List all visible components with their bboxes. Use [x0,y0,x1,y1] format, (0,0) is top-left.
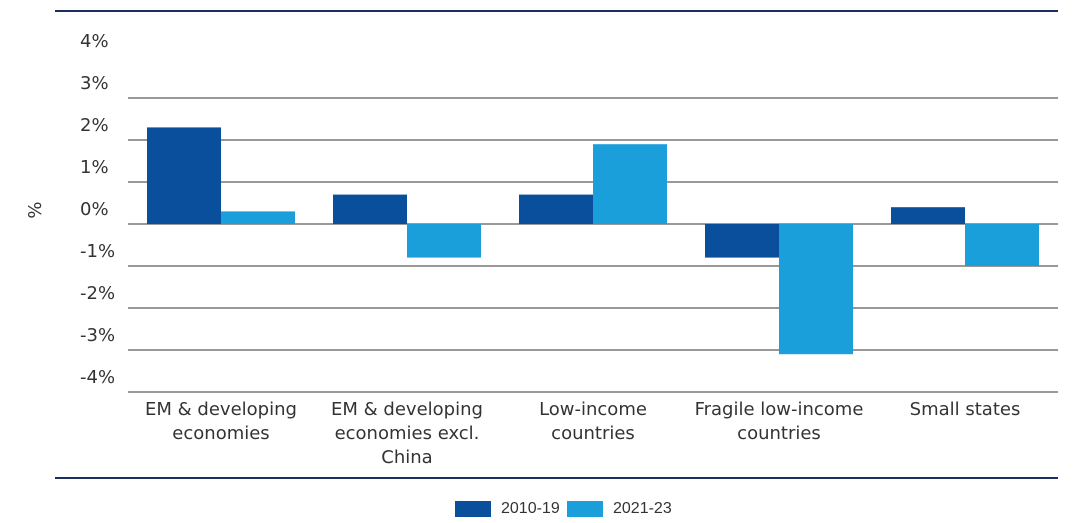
x-tick-label: Low-income countries [539,399,647,444]
y-tick-label: -3% [80,325,115,346]
y-tick-label: 3% [80,73,109,94]
y-tick-label: -4% [80,367,115,388]
x-tick-label: EM & developing economies excl. China [331,399,483,468]
bar [705,224,779,258]
bar [147,127,221,224]
y-tick-label: -1% [80,241,115,262]
bar [221,211,295,224]
bar [407,224,481,258]
legend-swatch [455,501,491,517]
bar [965,224,1039,266]
legend-label: 2021-23 [613,500,672,517]
bar [593,144,667,224]
y-tick-label: 2% [80,115,109,136]
x-tick-label: EM & developing economies [145,399,297,444]
y-tick-label: 4% [80,31,109,52]
x-tick-label: Small states [909,399,1021,420]
y-tick-label: 1% [80,157,109,178]
legend-item: 2021-23 [567,500,672,518]
y-tick-label: -2% [80,283,115,304]
y-axis-label: % [25,201,46,218]
legend-item: 2010-19 [455,500,560,518]
bar [779,224,853,355]
bar [333,194,407,224]
y-tick-label: 0% [80,199,109,220]
bar [519,194,593,224]
legend-label: 2010-19 [501,500,560,517]
bar [891,207,965,224]
x-tick-label: Fragile low-income countries [694,399,864,444]
legend-swatch [567,501,603,517]
